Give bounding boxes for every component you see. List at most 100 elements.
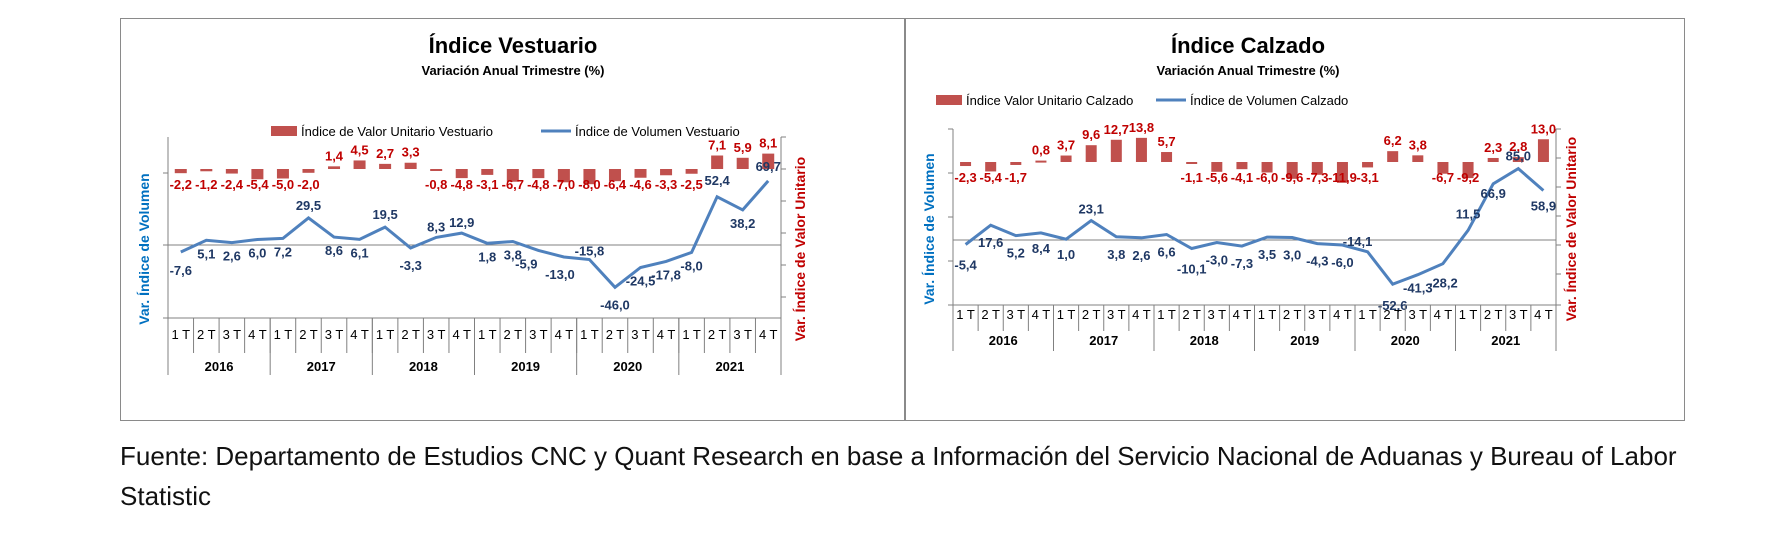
quarter-label: 3 T (427, 327, 446, 342)
quarter-label: 1 T (1057, 307, 1076, 322)
left-axis-title: Var. Índice de Volumen (921, 153, 937, 304)
bar (404, 162, 417, 169)
line-value-label: 3,8 (1107, 247, 1125, 262)
bar (481, 169, 494, 175)
year-label: 2016 (989, 333, 1018, 348)
bar (762, 153, 775, 169)
quarter-label: 2 T (1182, 307, 1201, 322)
bar (1462, 162, 1474, 179)
quarter-label: 1 T (478, 327, 497, 342)
bar (251, 169, 264, 180)
bar (532, 169, 545, 179)
line-value-label: 69,7 (756, 159, 781, 174)
bar-value-label: 3,7 (1057, 138, 1075, 153)
legend-line-label: Índice de Volumen Calzado (1190, 93, 1348, 108)
line-value-label: 2,6 (1132, 248, 1150, 263)
quarter-label: 1 T (274, 327, 293, 342)
bar (1437, 162, 1449, 174)
line-value-label: -5,9 (515, 256, 537, 271)
bar (1362, 162, 1374, 168)
bar (1336, 162, 1348, 183)
bar (660, 169, 673, 176)
bar-value-label: -4,8 (451, 177, 473, 192)
bar-value-label: 13,0 (1531, 121, 1556, 136)
legend-bar-label: Índice Valor Unitario Calzado (966, 93, 1133, 108)
right-axis-title: Var. Índice de Valor Unitario (1563, 137, 1579, 321)
line-value-label: 52,4 (704, 173, 730, 188)
bar (379, 163, 392, 169)
bar-value-label: -11,9 (1328, 170, 1357, 185)
bar-value-label: 5,9 (734, 140, 752, 155)
line-value-label: -28,2 (1428, 276, 1458, 291)
line-value-label: 1,8 (478, 249, 496, 264)
line-value-label: -4,3 (1306, 254, 1328, 269)
bar-value-label: 2,8 (1509, 139, 1527, 154)
quarter-label: 4 T (759, 327, 778, 342)
line-value-label: 6,0 (248, 245, 266, 260)
chart-subtitle: Variación Anual Trimestre (%) (1156, 63, 1339, 78)
line-value-label: 5,2 (1007, 246, 1025, 261)
chart-panel-calzado: Índice Calzado Variación Anual Trimestre … (905, 18, 1685, 421)
bar-value-label: -1,7 (1005, 170, 1027, 185)
bar (960, 162, 972, 167)
bar-value-label: -6,4 (604, 177, 627, 192)
year-label: 2019 (511, 359, 540, 374)
line-value-label: -13,0 (545, 267, 575, 282)
line-value-label: 85,0 (1506, 149, 1531, 164)
year-label: 2019 (1290, 333, 1319, 348)
volume-line (964, 166, 1545, 286)
bar-value-label: -4,1 (1231, 170, 1253, 185)
bar (1135, 137, 1147, 162)
quarter-label: 1 T (376, 327, 395, 342)
quarter-label: 2 T (299, 327, 318, 342)
bar (455, 169, 468, 179)
year-label: 2016 (205, 359, 234, 374)
bar (583, 169, 596, 185)
bar (1236, 162, 1248, 170)
bar-value-label: -1,2 (195, 177, 217, 192)
line-value-label: -6,0 (1331, 255, 1353, 270)
chart-panel-vestuario: Índice Vestuario Variación Anual Trimestr… (120, 18, 905, 421)
bar-value-label: 3,3 (402, 145, 420, 160)
quarter-label: 3 T (529, 327, 548, 342)
line-value-label: -46,0 (600, 297, 630, 312)
quarter-label: 4 T (1333, 307, 1352, 322)
year-label: 2017 (1089, 333, 1118, 348)
bar (1186, 162, 1198, 164)
quarter-label: 3 T (1409, 307, 1428, 322)
line-value-label: 58,9 (1531, 199, 1556, 214)
line-value-label: -24,5 (626, 274, 656, 289)
bar-value-label: -7,0 (553, 177, 575, 192)
quarter-label: 1 T (956, 307, 975, 322)
bar-value-label: 5,7 (1158, 134, 1176, 149)
year-label: 2021 (715, 359, 744, 374)
bar (736, 157, 749, 169)
bar-value-label: 13,8 (1129, 120, 1154, 135)
bar-value-label: -3,1 (1356, 170, 1378, 185)
bar (200, 169, 213, 172)
bar (608, 169, 621, 182)
year-label: 2021 (1491, 333, 1520, 348)
bar (985, 162, 997, 172)
quarter-label: 3 T (1308, 307, 1327, 322)
line-value-label: -8,0 (680, 258, 702, 273)
quarter-label: 4 T (555, 327, 574, 342)
bar (353, 160, 366, 169)
year-label: 2020 (613, 359, 642, 374)
chart-calzado: Índice Calzado Variación Anual Trimestre … (921, 33, 1579, 351)
bar (225, 169, 238, 174)
quarter-label: 2 T (708, 327, 727, 342)
source-note: Fuente: Departamento de Estudios CNC y Q… (120, 441, 1677, 511)
bar-value-label: -5,4 (246, 177, 269, 192)
bar-value-label: -6,0 (1256, 170, 1278, 185)
bar-value-label: 2,7 (376, 146, 394, 161)
bar-value-label: 0,8 (1032, 143, 1050, 158)
bar-value-label: 12,7 (1104, 122, 1129, 137)
quarter-label: 3 T (223, 327, 242, 342)
bar-value-label: 6,2 (1384, 133, 1402, 148)
bar-value-label: -5,0 (272, 177, 294, 192)
line-value-label: 2,6 (223, 249, 241, 264)
bar-value-label: -4,6 (629, 177, 651, 192)
quarter-label: 2 T (1484, 307, 1503, 322)
line-value-label: -41,3 (1403, 281, 1433, 296)
